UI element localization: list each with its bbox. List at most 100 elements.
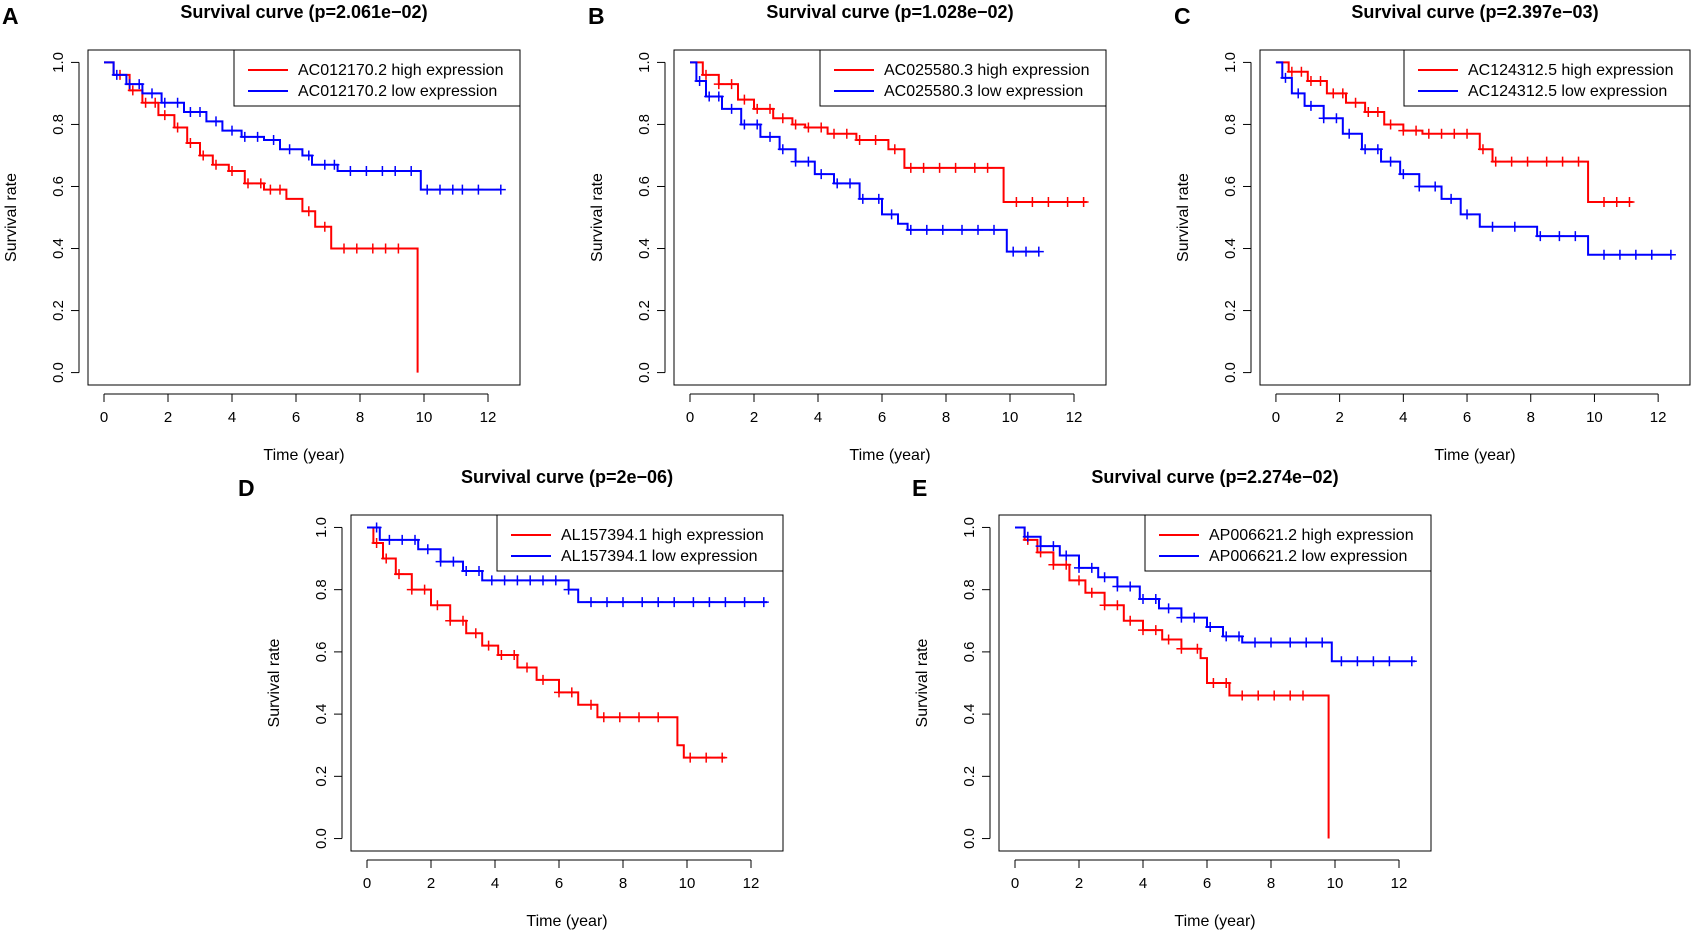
censor-mark xyxy=(832,178,843,189)
censor-mark xyxy=(752,119,763,130)
x-tick-label: 8 xyxy=(942,409,950,426)
series-low-expression xyxy=(1275,61,1676,260)
censor-mark xyxy=(457,184,468,195)
censor-mark xyxy=(185,107,196,118)
censor-mark xyxy=(185,138,196,149)
censor-mark xyxy=(1086,587,1097,598)
censor-mark xyxy=(1150,625,1161,636)
censor-mark xyxy=(1099,600,1110,611)
censor-mark xyxy=(390,165,401,176)
y-tick-label: 0.0 xyxy=(636,362,653,383)
panel-letter: A xyxy=(2,3,19,29)
censor-mark xyxy=(1074,575,1084,586)
legend: AP006621.2 high expression AP006621.2 low… xyxy=(1144,514,1432,572)
censor-mark xyxy=(1368,656,1379,667)
censor-mark xyxy=(1253,690,1264,701)
censor-mark xyxy=(1099,572,1110,583)
series-high-expression xyxy=(1275,61,1635,207)
x-tick-label: 0 xyxy=(363,875,371,892)
x-tick-label: 0 xyxy=(1011,875,1019,892)
legend-box xyxy=(819,49,1107,107)
censor-mark xyxy=(319,159,330,170)
censor-mark xyxy=(381,553,392,564)
x-tick-label: 12 xyxy=(1066,409,1083,426)
censor-mark xyxy=(758,597,769,608)
series-low-expression xyxy=(367,522,769,608)
x-tick-label: 0 xyxy=(1272,409,1280,426)
censor-mark xyxy=(841,128,852,139)
survival-step-line xyxy=(1015,526,1330,839)
censor-mark xyxy=(685,752,696,763)
censor-mark xyxy=(701,752,712,763)
censor-mark xyxy=(538,674,548,685)
censor-mark xyxy=(989,224,999,235)
censor-mark xyxy=(653,712,664,723)
censor-mark xyxy=(422,184,433,195)
censor-mark xyxy=(1008,246,1019,257)
censor-mark xyxy=(1509,221,1520,232)
x-axis-label: Time (year) xyxy=(849,447,930,464)
censor-mark xyxy=(1138,625,1148,636)
censor-mark xyxy=(765,131,775,142)
survival-step-line xyxy=(1275,61,1633,203)
x-tick-label: 10 xyxy=(1586,409,1603,426)
censor-mark xyxy=(1328,88,1339,99)
censor-mark xyxy=(905,162,916,173)
censor-mark xyxy=(694,76,705,87)
chart-title: Survival curve (p=1.028e−02) xyxy=(766,2,1013,22)
y-axis-label: Survival rate xyxy=(589,173,606,262)
x-tick-label: 4 xyxy=(814,409,822,426)
censor-mark xyxy=(227,125,237,136)
censor-mark xyxy=(198,150,209,161)
censor-mark xyxy=(1286,66,1297,77)
censor-mark xyxy=(1285,690,1296,701)
censor-mark xyxy=(1541,156,1552,167)
series-low-expression xyxy=(690,61,1044,257)
censor-mark xyxy=(921,224,932,235)
censor-mark xyxy=(172,97,183,108)
legend-entry: AC124312.5 high expression xyxy=(1468,62,1673,79)
censor-mark xyxy=(474,566,484,576)
x-axis-label: Time (year) xyxy=(1174,913,1255,930)
x-tick-label: 12 xyxy=(1391,875,1408,892)
censor-mark xyxy=(195,107,205,118)
censor-mark xyxy=(367,243,378,254)
censor-mark xyxy=(637,597,648,608)
censor-mark xyxy=(717,752,728,763)
censor-mark xyxy=(1372,107,1383,118)
censor-mark xyxy=(957,224,967,235)
censor-mark xyxy=(406,584,417,595)
x-tick-label: 6 xyxy=(1203,875,1211,892)
x-tick-label: 4 xyxy=(1399,409,1407,426)
censor-mark xyxy=(554,687,564,698)
censor-mark xyxy=(1490,156,1501,167)
x-tick-label: 8 xyxy=(356,409,364,426)
censor-mark xyxy=(1352,656,1363,667)
censor-mark xyxy=(150,97,161,108)
censor-mark xyxy=(1048,541,1059,552)
y-tick-label: 0.2 xyxy=(313,766,330,787)
censor-mark xyxy=(1462,128,1473,139)
x-tick-label: 2 xyxy=(1335,409,1343,426)
censor-mark xyxy=(1336,656,1347,667)
legend-entry: AL157394.1 low expression xyxy=(561,548,758,565)
censor-mark xyxy=(1344,128,1355,139)
censor-mark xyxy=(726,103,737,114)
series-low-expression xyxy=(104,61,506,195)
censor-mark xyxy=(473,184,484,195)
censor-mark xyxy=(1022,531,1033,542)
censor-mark xyxy=(1138,594,1148,604)
censor-mark xyxy=(905,224,916,235)
y-tick-label: 0.4 xyxy=(50,238,67,259)
censor-mark xyxy=(495,184,506,195)
x-tick-label: 4 xyxy=(491,875,499,892)
censor-mark xyxy=(937,224,948,235)
censor-mark xyxy=(345,165,356,176)
y-tick-label: 1.0 xyxy=(961,517,978,538)
censor-mark xyxy=(1372,144,1383,155)
censor-mark xyxy=(726,79,737,90)
y-tick-label: 0.4 xyxy=(636,238,653,259)
legend-box xyxy=(496,514,784,572)
y-tick-label: 0.6 xyxy=(50,176,67,197)
censor-mark xyxy=(410,534,420,545)
